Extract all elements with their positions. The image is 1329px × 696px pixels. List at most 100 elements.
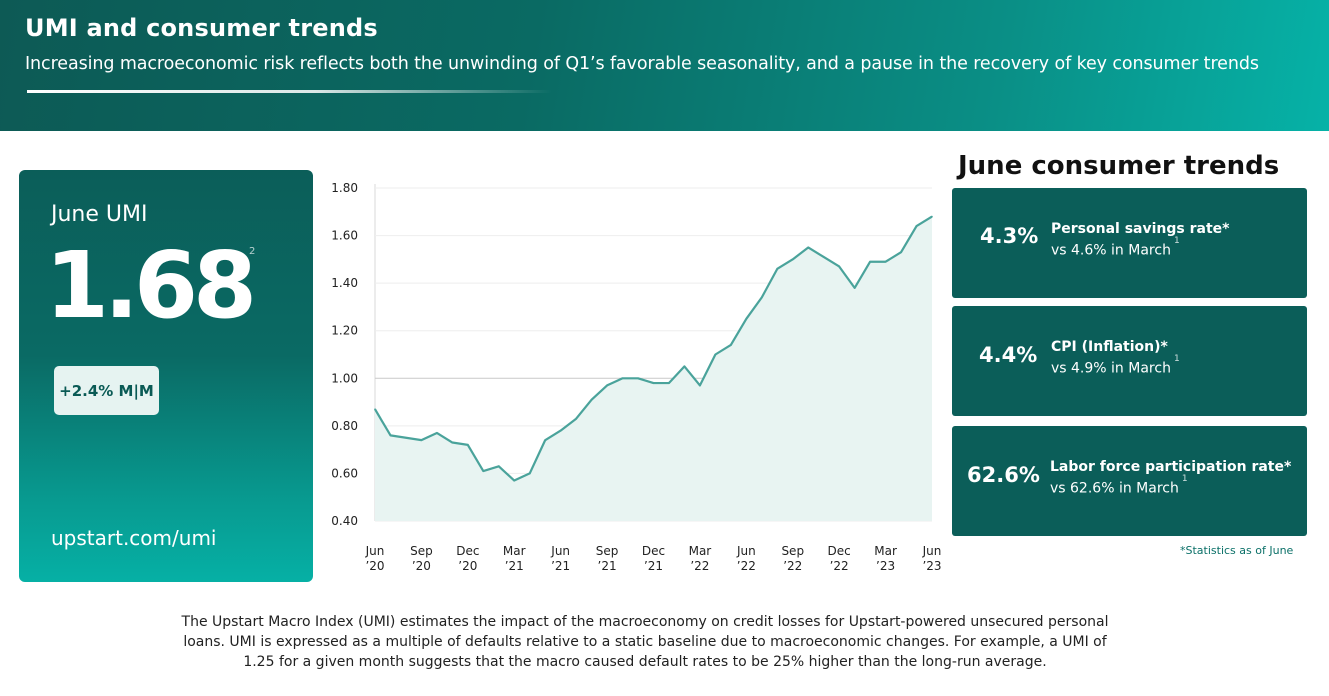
- data-point: [451, 441, 454, 444]
- statistics-footnote: *Statistics as of June: [1180, 544, 1294, 557]
- data-point: [853, 287, 856, 289]
- data-point: [761, 296, 763, 299]
- data-point: [420, 439, 423, 441]
- x-tick-year: ’21: [551, 559, 570, 573]
- header-divider: [27, 90, 552, 93]
- data-point: [791, 258, 794, 261]
- data-point: [575, 417, 577, 420]
- trend-label: Labor force participation rate*: [1050, 459, 1292, 475]
- trend-comparison-text: vs 4.9% in March: [1051, 360, 1171, 377]
- x-tick-year: ’20: [365, 559, 384, 573]
- data-point: [838, 265, 840, 268]
- trend-comparison: vs 62.6% in March1: [1050, 474, 1188, 497]
- x-tick-month: Sep: [781, 544, 804, 558]
- umi-link[interactable]: upstart.com/umi: [51, 526, 217, 550]
- x-tick-year: ’20: [412, 559, 431, 573]
- trends-title: June consumer trends: [958, 151, 1280, 181]
- trend-value: 62.6%: [967, 463, 1040, 487]
- data-point: [931, 215, 933, 218]
- trend-card-cpi: 4.4% CPI (Inflation)* vs 4.9% in March1: [952, 306, 1307, 416]
- data-point: [900, 251, 902, 254]
- x-tick-month: Dec: [828, 544, 851, 558]
- data-point: [730, 344, 732, 346]
- data-point: [745, 318, 748, 320]
- data-point: [884, 260, 887, 263]
- data-point: [807, 246, 810, 249]
- x-tick-year: ’21: [644, 559, 663, 573]
- data-point: [528, 472, 531, 475]
- y-tick-label: 1.00: [331, 371, 358, 385]
- y-tick-label: 1.40: [331, 276, 358, 290]
- trend-note-marker: 1: [1181, 474, 1188, 484]
- data-point: [374, 408, 376, 411]
- data-point: [915, 225, 918, 227]
- data-point: [482, 470, 485, 472]
- x-tick-year: ’22: [690, 559, 709, 573]
- x-tick-month: Sep: [410, 544, 433, 558]
- data-point: [699, 384, 701, 387]
- data-point: [467, 444, 469, 446]
- data-point: [776, 268, 779, 270]
- umi-change-badge: +2.4% M|M: [54, 366, 159, 415]
- page-title: UMI and consumer trends: [25, 14, 378, 42]
- data-point: [869, 260, 871, 263]
- x-tick-month: Jun: [922, 544, 942, 558]
- data-point: [389, 434, 392, 437]
- y-tick-label: 0.60: [331, 466, 358, 480]
- data-point: [513, 479, 516, 482]
- x-tick-month: Dec: [642, 544, 665, 558]
- data-point: [497, 465, 500, 468]
- x-tick-year: ’21: [505, 559, 524, 573]
- data-point: [436, 432, 438, 434]
- trend-value: 4.4%: [979, 343, 1038, 367]
- x-tick-year: ’22: [783, 559, 802, 573]
- trend-comparison: vs 4.6% in March1: [1051, 236, 1180, 259]
- x-tick-month: Mar: [689, 544, 712, 558]
- x-tick-year: ’22: [737, 559, 756, 573]
- data-point: [544, 439, 546, 441]
- page-subtitle: Increasing macroeconomic risk reflects b…: [25, 54, 1259, 74]
- trend-comparison: vs 4.9% in March1: [1051, 354, 1180, 377]
- umi-footnote-marker: 2: [249, 246, 256, 257]
- x-tick-year: ’21: [598, 559, 617, 573]
- y-tick-label: 1.80: [331, 181, 358, 195]
- data-point: [668, 382, 670, 384]
- header-banner: UMI and consumer trends Increasing macro…: [0, 0, 1329, 131]
- x-tick-month: Sep: [596, 544, 619, 558]
- y-tick-label: 1.60: [331, 229, 358, 243]
- data-point: [822, 256, 825, 258]
- umi-label: June UMI: [51, 202, 148, 227]
- umi-chart-svg: 1.801.601.401.201.000.800.600.40Jun’20Se…: [331, 181, 942, 573]
- data-point: [559, 429, 562, 432]
- data-point: [652, 382, 655, 384]
- umi-value: 1.68: [45, 232, 257, 339]
- x-tick-month: Mar: [874, 544, 897, 558]
- umi-summary-card: June UMI 1.68 2 +2.4% M|M upstart.com/um…: [19, 170, 313, 582]
- trend-label: CPI (Inflation)*: [1051, 339, 1168, 355]
- x-tick-month: Jun: [736, 544, 756, 558]
- trend-card-labor: 62.6% Labor force participation rate* vs…: [952, 426, 1307, 536]
- umi-chart: 1.80 1.60 1.40 1.20 1.00 0.80 0.60 0.40 Jun ’20 Se…: [320, 170, 950, 580]
- series-area: [375, 216, 932, 521]
- x-tick-year: ’22: [830, 559, 849, 573]
- x-tick-month: Dec: [456, 544, 479, 558]
- x-tick-year: ’23: [876, 559, 895, 573]
- x-tick-month: Jun: [550, 544, 570, 558]
- x-tick-year: ’20: [458, 559, 477, 573]
- umi-description: The Upstart Macro Index (UMI) estimates …: [181, 614, 1109, 670]
- x-tick-year: ’23: [922, 559, 941, 573]
- x-tick-month: Jun: [365, 544, 385, 558]
- data-point: [621, 377, 624, 380]
- y-tick-label: 0.40: [331, 514, 358, 528]
- x-tick-month: Mar: [503, 544, 526, 558]
- y-tick-label: 1.20: [331, 324, 358, 338]
- trend-comparison-text: vs 4.6% in March: [1051, 242, 1171, 259]
- data-point: [590, 398, 593, 401]
- trend-note-marker: 1: [1173, 236, 1180, 246]
- trend-note-marker: 1: [1173, 354, 1180, 364]
- data-point: [606, 384, 608, 387]
- data-point: [405, 436, 407, 439]
- y-tick-label: 0.80: [331, 419, 358, 433]
- data-point: [637, 377, 639, 380]
- data-point: [714, 353, 717, 356]
